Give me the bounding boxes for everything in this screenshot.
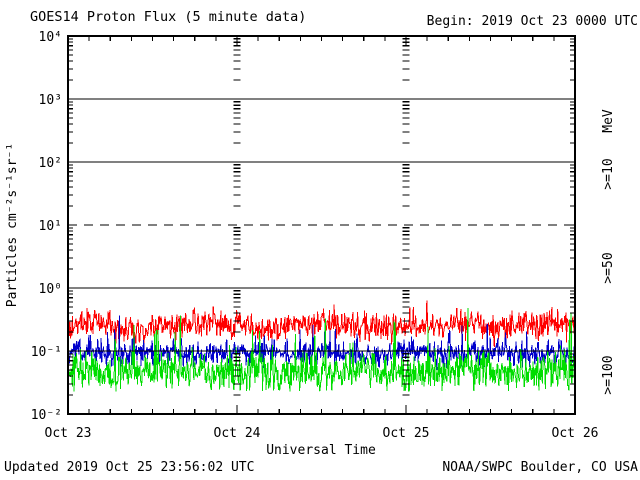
legend-ge100: >=100 bbox=[601, 355, 616, 394]
series->=100 bbox=[67, 308, 576, 392]
y-axis-label: Particles cm⁻²s⁻¹sr⁻¹ bbox=[5, 143, 20, 307]
legend-ge10: >=10 bbox=[601, 158, 616, 189]
series->=10 bbox=[67, 300, 576, 347]
y-tick-1e-2: 10⁻² bbox=[31, 408, 62, 423]
grid-layer bbox=[68, 35, 575, 415]
y-tick-1e2: 10² bbox=[39, 156, 62, 171]
x-axis-label: Universal Time bbox=[266, 443, 376, 458]
series->=50 bbox=[67, 315, 576, 371]
legend-units-mev: MeV bbox=[601, 109, 616, 133]
x-tick-oct23: Oct 23 bbox=[45, 426, 92, 441]
x-tick-oct24: Oct 24 bbox=[214, 426, 261, 441]
series-layer bbox=[67, 300, 576, 392]
y-tick-1e0: 10⁰ bbox=[39, 282, 62, 297]
x-tick-oct25: Oct 25 bbox=[383, 426, 430, 441]
chart-title: GOES14 Proton Flux (5 minute data) bbox=[30, 9, 306, 25]
y-tick-1e4: 10⁴ bbox=[39, 30, 62, 45]
plot-frame bbox=[67, 35, 576, 415]
updated-timestamp: Updated 2019 Oct 25 23:56:02 UTC bbox=[4, 460, 254, 475]
y-tick-1e1: 10¹ bbox=[39, 219, 62, 234]
y-tick-1e3: 10³ bbox=[39, 93, 62, 108]
begin-time-label: Begin: 2019 Oct 23 0000 UTC bbox=[427, 14, 638, 29]
y-tick-1e-1: 10⁻¹ bbox=[31, 345, 62, 360]
legend-ge50: >=50 bbox=[601, 252, 616, 283]
x-tick-oct26: Oct 26 bbox=[552, 426, 599, 441]
credit-label: NOAA/SWPC Boulder, CO USA bbox=[442, 460, 638, 475]
